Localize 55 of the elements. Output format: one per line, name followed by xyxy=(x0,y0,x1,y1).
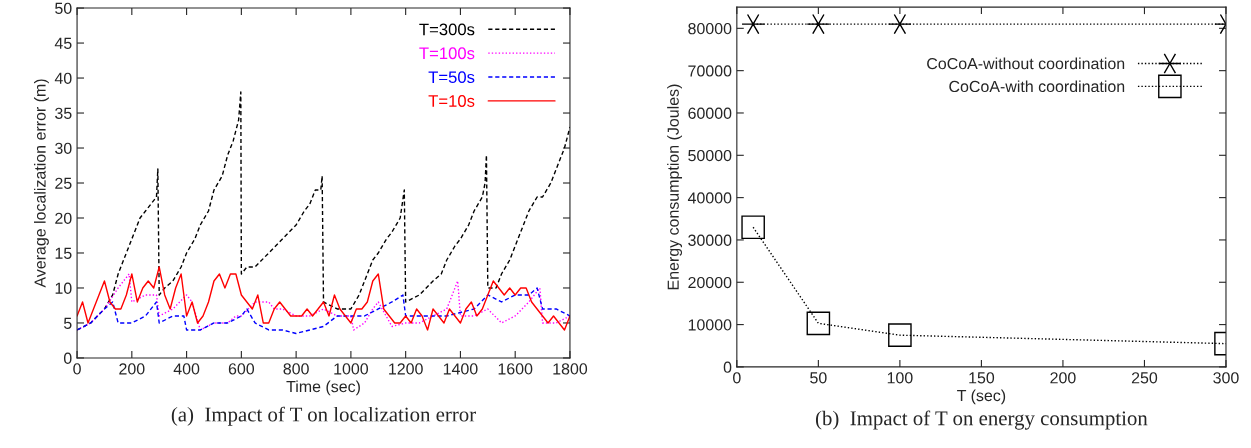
y-tick-label: 15 xyxy=(55,247,72,259)
text: (a) Impact of T on localization error xyxy=(171,406,476,426)
x-tick-label: 1000 xyxy=(334,363,369,375)
legend-label: T=10s xyxy=(428,95,475,107)
x-tick-label: 300 xyxy=(1213,372,1239,384)
point xyxy=(806,311,831,336)
x-tick-label: 0 xyxy=(73,363,81,375)
x-axis-title: Time (sec) xyxy=(286,380,360,396)
y-tick-label: 70000 xyxy=(688,65,732,77)
line-series xyxy=(77,287,570,335)
y-tick-label: 60000 xyxy=(688,107,732,119)
point xyxy=(741,13,765,35)
x-tick-label: 150 xyxy=(969,372,995,384)
y-tick-label: 20 xyxy=(55,212,72,224)
point xyxy=(888,13,912,35)
y-axis-title: Energy consumption (Joules) xyxy=(667,84,683,290)
legend-label: CoCoA-with coordination xyxy=(949,80,1125,93)
y-tick-label: 30000 xyxy=(688,234,732,246)
legend-label: CoCoA-without coordination xyxy=(927,57,1125,70)
x-tick-label: 100 xyxy=(887,372,913,384)
x-tick-label: 800 xyxy=(283,363,309,375)
point xyxy=(806,13,831,35)
x-tick-label: 1200 xyxy=(389,363,423,375)
y-tick-label: 5 xyxy=(63,317,72,329)
y-tick-label: 10 xyxy=(55,282,72,294)
y-tick-label: 20000 xyxy=(688,276,732,289)
text: (b) Impact of T on energy consumption xyxy=(815,410,1148,430)
y-tick-label: 35 xyxy=(55,107,72,119)
legend-label: T=300s xyxy=(419,23,475,36)
y-tick-label: 40 xyxy=(54,72,72,84)
y-tick-label: 50000 xyxy=(688,149,732,162)
point xyxy=(888,323,912,347)
y-axis-title: Average localization error (m) xyxy=(33,79,49,288)
x-tick-label: 1400 xyxy=(443,363,478,375)
y-tick-label: 10000 xyxy=(688,319,732,331)
y-tick-label: 45 xyxy=(54,37,72,49)
x-tick-label: 0 xyxy=(733,372,741,384)
x-tick-label: 200 xyxy=(119,363,145,375)
y-tick-label: 40000 xyxy=(687,192,732,204)
x-tick-label: 1600 xyxy=(498,363,533,375)
y-tick-label: 50 xyxy=(55,2,72,15)
legend-label: T=50s xyxy=(428,71,475,84)
y-tick-label: 0 xyxy=(63,352,72,364)
point xyxy=(741,215,765,240)
x-axis-title: T (sec) xyxy=(957,389,1006,405)
x-tick-label: 250 xyxy=(1131,372,1158,384)
y-tick-label: 25 xyxy=(55,177,72,189)
x-tick-label: 1800 xyxy=(553,363,588,375)
x-tick-label: 400 xyxy=(173,363,200,375)
y-tick-label: 30 xyxy=(55,142,72,154)
x-tick-label: 200 xyxy=(1050,372,1076,384)
legend-label: T=100s xyxy=(419,47,475,60)
x-tick-label: 50 xyxy=(810,372,827,384)
y-tick-label: 80000 xyxy=(688,22,732,35)
x-tick-label: 600 xyxy=(228,363,255,375)
